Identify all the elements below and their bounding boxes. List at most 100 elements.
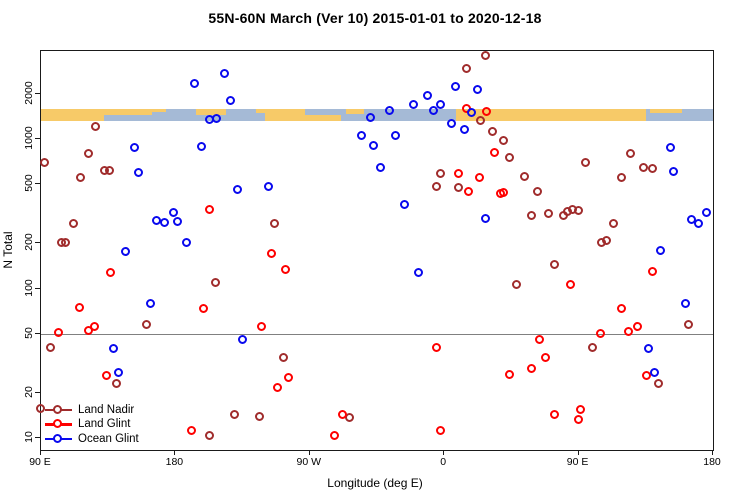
x-tick-label: 0 — [440, 456, 447, 468]
data-point-ocean-glint — [159, 217, 169, 227]
data-point-ocean-glint — [197, 141, 207, 151]
data-point-land-glint — [337, 410, 347, 420]
data-point-ocean-glint — [182, 238, 192, 248]
map-band-land-segment — [151, 108, 167, 112]
data-point-land-glint — [89, 322, 99, 332]
legend-label: Land Nadir — [78, 403, 135, 416]
map-band-land-segment — [345, 108, 364, 114]
data-point-land-glint — [540, 353, 550, 363]
data-point-ocean-glint — [666, 142, 676, 152]
data-point-land-glint — [53, 328, 63, 338]
legend-item: Land Glint — [45, 417, 195, 432]
data-point-land-glint — [464, 187, 474, 197]
data-point-land-glint — [489, 148, 499, 158]
data-point-land-nadir — [204, 430, 214, 440]
data-point-ocean-glint — [480, 213, 490, 223]
map-band-land-segment — [196, 108, 227, 115]
data-point-land-nadir — [40, 157, 50, 167]
data-point-land-glint — [436, 425, 446, 435]
data-point-ocean-glint — [391, 130, 401, 140]
data-point-ocean-glint — [219, 68, 229, 78]
data-point-land-nadir — [616, 172, 626, 182]
data-point-land-glint — [549, 410, 559, 420]
data-point-land-nadir — [112, 378, 122, 388]
data-point-land-nadir — [141, 319, 151, 329]
y-tick — [35, 183, 40, 184]
data-point-land-nadir — [230, 410, 240, 420]
data-point-ocean-glint — [168, 207, 178, 217]
data-point-land-glint — [624, 327, 634, 337]
data-point-land-glint — [504, 369, 514, 379]
data-point-land-nadir — [454, 182, 464, 192]
data-point-ocean-glint — [113, 368, 123, 378]
data-point-land-nadir — [648, 163, 658, 173]
data-point-ocean-glint — [121, 246, 131, 256]
data-point-land-glint — [280, 265, 290, 275]
data-point-land-glint — [454, 168, 464, 178]
y-tick — [35, 138, 40, 139]
data-point-land-nadir — [588, 342, 598, 352]
data-point-land-nadir — [76, 173, 86, 183]
data-point-land-nadir — [527, 210, 537, 220]
data-point-land-glint — [566, 279, 576, 289]
x-tick — [308, 450, 310, 455]
data-point-ocean-glint — [385, 105, 395, 115]
y-tick — [35, 437, 40, 438]
data-point-ocean-glint — [400, 200, 410, 210]
data-point-land-glint — [273, 383, 283, 393]
data-point-ocean-glint — [173, 217, 183, 226]
data-point-land-glint — [573, 414, 583, 424]
data-point-ocean-glint — [376, 162, 386, 172]
data-point-land-nadir — [580, 158, 590, 168]
data-point-land-nadir — [255, 411, 265, 421]
legend-item: Ocean Glint — [45, 432, 195, 447]
data-point-ocean-glint — [413, 267, 423, 277]
map-band-land-segment — [265, 108, 306, 121]
data-point-land-nadir — [543, 208, 553, 218]
data-point-ocean-glint — [451, 81, 461, 91]
data-point-land-glint — [576, 405, 586, 415]
data-point-land-nadir — [91, 122, 101, 132]
y-tick-label: 10 — [23, 431, 35, 443]
data-point-ocean-glint — [460, 125, 469, 135]
data-point-ocean-glint — [409, 100, 419, 110]
data-point-ocean-glint — [643, 343, 653, 353]
data-point-land-glint — [106, 267, 116, 277]
data-point-ocean-glint — [428, 106, 438, 116]
chart-title: 55N-60N March (Ver 10) 2015-01-01 to 202… — [208, 10, 542, 26]
x-tick — [443, 450, 445, 455]
data-point-land-nadir — [431, 181, 441, 191]
data-point-land-nadir — [498, 135, 508, 145]
data-point-ocean-glint — [473, 85, 483, 95]
data-point-land-glint — [595, 329, 605, 339]
data-point-ocean-glint — [225, 96, 235, 106]
x-tick — [712, 450, 713, 455]
y-tick-label: 50 — [23, 326, 35, 339]
map-band-land-segment — [256, 108, 270, 113]
data-point-ocean-glint — [467, 107, 477, 117]
map-band-land-segment — [456, 108, 646, 121]
data-point-ocean-glint — [233, 184, 243, 194]
legend-label: Ocean Glint — [78, 432, 139, 445]
data-point-land-nadir — [684, 319, 693, 329]
data-point-ocean-glint — [212, 113, 222, 123]
data-point-land-nadir — [533, 187, 543, 197]
data-point-land-nadir — [279, 353, 289, 363]
y-tick — [35, 287, 40, 289]
data-point-land-nadir — [512, 280, 522, 290]
x-tick — [577, 450, 579, 455]
data-point-land-glint — [283, 373, 293, 383]
data-point-land-glint — [431, 342, 441, 352]
legend: Land Nadir Land Glint Ocean Glint — [45, 403, 195, 447]
y-axis-label: N Total — [1, 231, 15, 269]
data-point-ocean-glint — [109, 343, 119, 353]
data-point-land-nadir — [476, 116, 486, 126]
data-point-land-glint — [527, 363, 537, 373]
y-tick — [35, 332, 40, 334]
y-tick-label: 20 — [23, 386, 35, 398]
data-point-land-nadir — [654, 378, 664, 388]
data-point-land-nadir — [436, 168, 446, 178]
data-point-land-nadir — [61, 238, 71, 248]
data-point-land-glint — [74, 302, 84, 312]
y-tick-label: 100 — [23, 278, 35, 297]
